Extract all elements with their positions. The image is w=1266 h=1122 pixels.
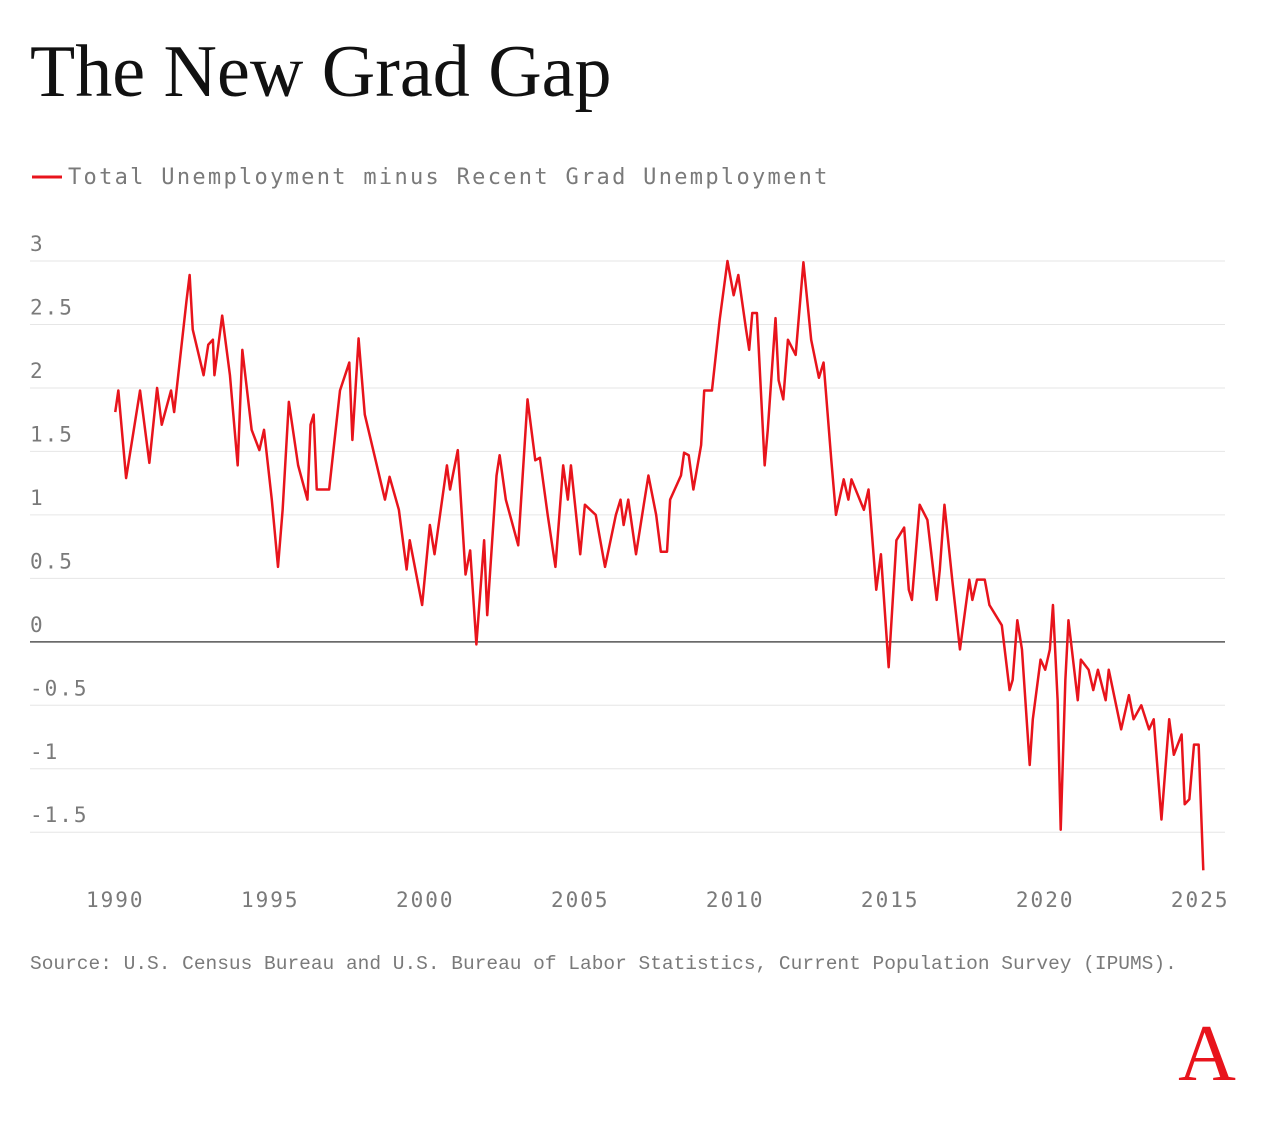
x-tick-label: 2025 — [1171, 888, 1230, 912]
legend-label: Total Unemployment minus Recent Grad Une… — [68, 165, 830, 190]
x-tick-label: 2010 — [706, 888, 765, 912]
y-tick-label: 1 — [30, 486, 45, 510]
y-tick-label: 1.5 — [30, 422, 74, 446]
y-tick-label: 0 — [30, 613, 45, 637]
y-tick-label: 0.5 — [30, 549, 74, 573]
y-tick-label: -0.5 — [30, 676, 89, 700]
x-tick-label: 1990 — [86, 888, 145, 912]
y-tick-label: 2.5 — [30, 295, 74, 319]
x-tick-label: 2005 — [551, 888, 610, 912]
x-tick-label: 2000 — [396, 888, 455, 912]
logo: A — [1178, 1010, 1236, 1098]
x-tick-label: 2020 — [1016, 888, 1075, 912]
y-tick-label: 2 — [30, 359, 45, 383]
x-tick-label: 1995 — [241, 888, 300, 912]
source-note: Source: U.S. Census Bureau and U.S. Bure… — [30, 953, 1177, 975]
chart-title: The New Grad Gap — [30, 31, 612, 113]
data-line — [114, 259, 1205, 871]
y-tick-label: -1.5 — [30, 803, 89, 827]
y-tick-label: -1 — [30, 740, 59, 764]
y-tick-label: 3 — [30, 232, 45, 256]
x-tick-label: 2015 — [861, 888, 920, 912]
